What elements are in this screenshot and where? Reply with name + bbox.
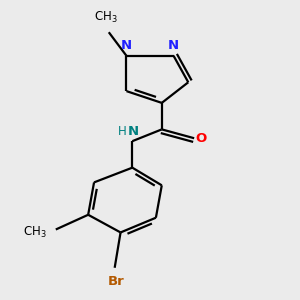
Text: Br: Br <box>108 275 124 288</box>
Text: N: N <box>168 39 179 52</box>
Text: O: O <box>195 132 206 145</box>
Text: CH$_3$: CH$_3$ <box>94 10 118 25</box>
Text: CH$_3$: CH$_3$ <box>23 225 47 240</box>
Text: N: N <box>121 39 132 52</box>
Text: H: H <box>118 124 126 138</box>
Text: N: N <box>128 124 140 138</box>
